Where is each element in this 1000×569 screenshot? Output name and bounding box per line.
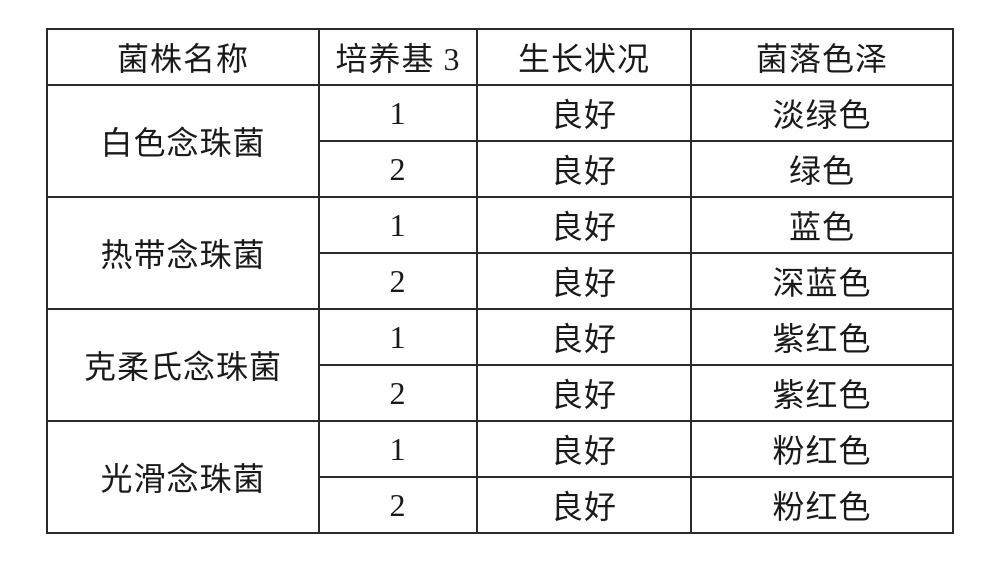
cell-medium: 2 xyxy=(319,365,477,421)
col-header-growth: 生长状况 xyxy=(477,29,691,85)
col-header-color: 菌落色泽 xyxy=(691,29,953,85)
table-header-row: 菌株名称 培养基 3 生长状况 菌落色泽 xyxy=(47,29,953,85)
table-row: 白色念珠菌 1 良好 淡绿色 xyxy=(47,85,953,141)
cell-strain-name: 光滑念珠菌 xyxy=(47,421,319,533)
cell-medium: 1 xyxy=(319,197,477,253)
cell-color: 紫红色 xyxy=(691,365,953,421)
table-row: 热带念珠菌 1 良好 蓝色 xyxy=(47,197,953,253)
cell-growth: 良好 xyxy=(477,141,691,197)
cell-strain-name: 白色念珠菌 xyxy=(47,85,319,197)
cell-color: 紫红色 xyxy=(691,309,953,365)
cell-medium: 2 xyxy=(319,141,477,197)
cell-color: 淡绿色 xyxy=(691,85,953,141)
col-header-medium: 培养基 3 xyxy=(319,29,477,85)
cell-color: 粉红色 xyxy=(691,421,953,477)
table-row: 克柔氏念珠菌 1 良好 紫红色 xyxy=(47,309,953,365)
cell-growth: 良好 xyxy=(477,421,691,477)
cell-strain-name: 克柔氏念珠菌 xyxy=(47,309,319,421)
cell-growth: 良好 xyxy=(477,253,691,309)
cell-color: 蓝色 xyxy=(691,197,953,253)
cell-color: 绿色 xyxy=(691,141,953,197)
col-header-strain: 菌株名称 xyxy=(47,29,319,85)
cell-growth: 良好 xyxy=(477,365,691,421)
cell-growth: 良好 xyxy=(477,197,691,253)
cell-medium: 2 xyxy=(319,477,477,533)
cell-growth: 良好 xyxy=(477,85,691,141)
cell-medium: 1 xyxy=(319,421,477,477)
cell-strain-name: 热带念珠菌 xyxy=(47,197,319,309)
cell-growth: 良好 xyxy=(477,309,691,365)
cell-medium: 1 xyxy=(319,309,477,365)
candida-table: 菌株名称 培养基 3 生长状况 菌落色泽 白色念珠菌 1 良好 淡绿色 2 良好… xyxy=(46,28,954,534)
cell-color: 粉红色 xyxy=(691,477,953,533)
cell-medium: 2 xyxy=(319,253,477,309)
cell-medium: 1 xyxy=(319,85,477,141)
cell-growth: 良好 xyxy=(477,477,691,533)
table-row: 光滑念珠菌 1 良好 粉红色 xyxy=(47,421,953,477)
cell-color: 深蓝色 xyxy=(691,253,953,309)
